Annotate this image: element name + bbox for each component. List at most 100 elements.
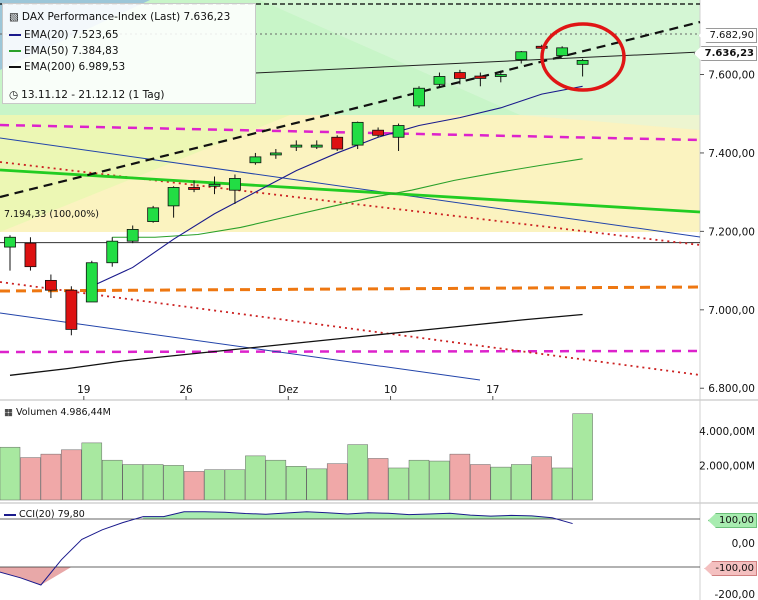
annotation-circle	[540, 22, 626, 92]
legend-ema20-row: EMA(20) 7.523,65	[9, 28, 119, 42]
candle-body-up	[229, 178, 241, 191]
candle-body-down	[474, 75, 487, 79]
candle-body-down	[65, 289, 78, 330]
x-tick-label: 17	[486, 384, 499, 396]
volume-bar-down	[61, 449, 82, 501]
candle	[515, 50, 528, 64]
cci-bottom-label: -200,00	[714, 589, 755, 600]
candle-body-up	[4, 236, 16, 248]
y-tick-label: 7.400,00	[708, 148, 755, 160]
volume-bar-down	[183, 471, 205, 501]
bar-chart-icon: ▦	[4, 407, 13, 418]
candle-body-up	[494, 74, 507, 77]
candle-body-up	[310, 144, 323, 148]
x-tick-label: 10	[384, 384, 397, 396]
candle-body-up	[351, 121, 364, 146]
ema200-line	[9, 313, 583, 376]
ema50-line	[112, 158, 583, 238]
legend-ema200: EMA(200) 6.989,53	[24, 61, 126, 73]
candle-body-up	[126, 229, 139, 242]
legend-period: 13.11.12 - 21.12.12 (1 Tag)	[21, 89, 165, 101]
candle-body-up	[85, 262, 98, 303]
candle	[310, 140, 323, 150]
orange-dashed-line	[0, 285, 701, 293]
candle	[147, 205, 160, 223]
cci-zero-label: 0,00	[732, 538, 755, 550]
candle	[413, 86, 425, 108]
volume-bar-up	[408, 459, 430, 501]
black-dashed-trendline	[0, 20, 701, 199]
legend-title: DAX Performance-Index (Last) 7.636,23	[21, 11, 231, 23]
legend-ema50: EMA(50) 7.384,83	[24, 45, 119, 57]
cci-tag-upper: 100,00	[708, 513, 757, 528]
x-tick-label: 19	[77, 384, 90, 396]
volume-bar-up	[572, 413, 593, 501]
candle-body-down	[45, 279, 57, 291]
candle	[4, 235, 16, 271]
candle	[24, 237, 37, 271]
candle	[494, 70, 507, 83]
volume-bar-down	[367, 458, 389, 501]
candle	[208, 176, 221, 195]
candle	[126, 225, 139, 244]
candle-body-up	[515, 51, 528, 61]
candle	[249, 152, 262, 165]
candle	[290, 140, 303, 151]
clock-icon: ◷	[9, 89, 19, 101]
volume-label-row: ▦ Volumen 4.986,44M	[4, 407, 111, 418]
legend-title-row: ▧ DAX Performance-Index (Last) 7.636,23	[9, 10, 230, 24]
volume-bar-down	[326, 463, 348, 501]
candle-body-up	[413, 87, 425, 107]
green-trend-line	[0, 168, 701, 214]
volume-bar-up	[306, 468, 327, 501]
volume-bar-up	[163, 465, 184, 501]
candle-body-up	[208, 183, 221, 187]
candle-body-up	[147, 207, 160, 222]
candle	[106, 237, 119, 267]
legend-ema50-row: EMA(50) 7.384,83	[9, 44, 119, 58]
candle-body-down	[453, 72, 466, 79]
cci-oversold-fill	[0, 567, 72, 585]
ema50-swatch	[9, 50, 21, 52]
volume-bar-up	[388, 467, 409, 501]
candle-body-down	[188, 187, 200, 190]
volume-bar-down	[531, 456, 552, 501]
zone-lime-wedge	[0, 115, 290, 232]
candle	[474, 72, 487, 87]
candle	[576, 58, 589, 77]
volume-bar-up	[429, 460, 450, 501]
candle	[167, 186, 180, 218]
volume-bar-down	[20, 457, 41, 501]
volume-bar-up	[224, 469, 246, 501]
legend-period-row: ◷ 13.11.12 - 21.12.12 (1 Tag)	[9, 88, 164, 102]
candle	[85, 260, 98, 303]
candle	[269, 149, 282, 159]
volume-bar-up	[286, 466, 307, 501]
volume-bar-up	[265, 459, 287, 501]
price-tag-last: 7.636,23	[693, 46, 757, 61]
volume-bar-up	[122, 464, 143, 501]
candle	[331, 135, 344, 151]
legend-ema20: EMA(20) 7.523,65	[24, 29, 119, 41]
y-tick-label: 7.000,00	[708, 305, 755, 317]
volume-bar-up	[0, 446, 21, 501]
candle	[372, 127, 385, 138]
volume-bar-down	[40, 453, 62, 501]
volume-bar-up	[347, 444, 368, 501]
cci-tag-lower: -100,00	[704, 561, 757, 576]
candle-body-down	[24, 242, 37, 268]
candle	[453, 69, 466, 85]
reference-level-label: 7.194,33 (100,00%)	[4, 209, 100, 220]
y-tick-label: 7.600,00	[708, 70, 755, 82]
volume-bar-up	[551, 467, 573, 501]
candle-body-up	[576, 59, 589, 65]
volume-bar-up	[142, 464, 164, 501]
candle-body-up	[433, 76, 446, 85]
y-tick-label: 7.200,00	[708, 226, 755, 238]
candle-body-up	[106, 240, 119, 264]
legend-ema200-row: EMA(200) 6.989,53	[9, 60, 125, 74]
candle-body-up	[556, 47, 569, 57]
candle	[556, 46, 569, 57]
y-tick-label: 6.800,00	[708, 383, 755, 395]
ema20-line	[91, 85, 583, 287]
